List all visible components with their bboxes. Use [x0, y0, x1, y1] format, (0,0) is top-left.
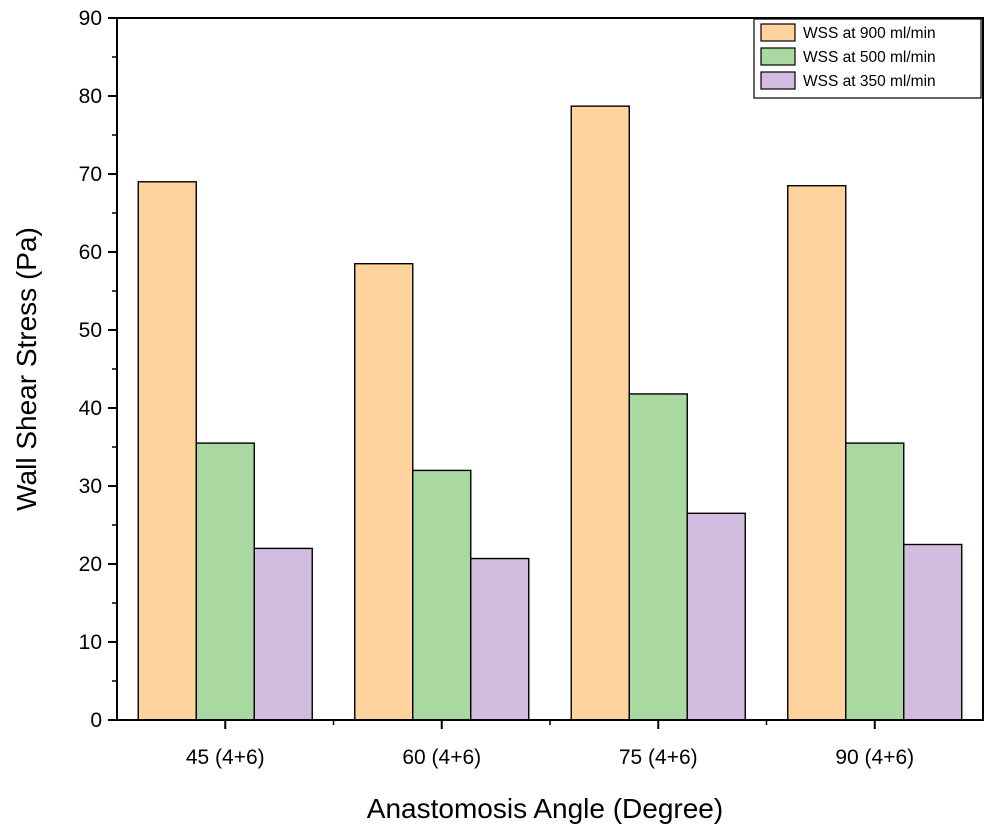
x-tick-label: 90 (4+6): [835, 746, 914, 769]
x-tick-label: 60 (4+6): [402, 746, 481, 769]
y-axis-title: Wall Shear Stress (Pa): [11, 227, 42, 511]
bar-1-4: [787, 184, 847, 721]
bars-layer: [137, 105, 963, 721]
legend-swatch-2: [760, 47, 796, 66]
y-tick-label: 60: [79, 241, 102, 264]
bar-3-4: [903, 543, 963, 721]
ticks-layer: 0 10 20 30 40 50 60 70 80 90 45 (4+6) 60 (4+6) 75 (4…: [79, 7, 915, 769]
y-tick-label: 20: [79, 553, 102, 576]
y-tick-label: 30: [79, 475, 102, 498]
y-tick-label: 50: [79, 319, 102, 342]
x-tick-label: 45 (4+6): [186, 746, 265, 769]
legend-label-3: WSS at 350 ml/min: [803, 73, 936, 90]
x-axis-title: Anastomosis Angle (Degree): [367, 793, 723, 824]
x-tick-label: 75 (4+6): [619, 746, 698, 769]
legend: WSS at 900 ml/min WSS at 500 ml/min WSS at…: [753, 18, 982, 99]
y-tick-label: 40: [79, 397, 102, 420]
bar-1-3: [570, 105, 630, 721]
legend-swatch-1: [760, 23, 796, 42]
y-tick-label: 0: [90, 709, 102, 732]
bar-3-1: [253, 547, 313, 721]
bar-2-3: [628, 393, 688, 721]
bar-3-2: [470, 557, 530, 721]
bar-1-1: [137, 181, 197, 721]
bar-2-4: [845, 442, 905, 721]
y-tick-label: 80: [79, 85, 102, 108]
y-tick-label: 10: [79, 631, 102, 654]
y-tick-label: 90: [79, 7, 102, 30]
legend-label-2: WSS at 500 ml/min: [803, 49, 936, 66]
bar-3-3: [686, 512, 746, 721]
bar-2-2: [412, 469, 472, 721]
bar-1-2: [354, 263, 414, 721]
legend-swatch-3: [760, 71, 796, 90]
legend-label-1: WSS at 900 ml/min: [803, 25, 936, 42]
y-tick-label: 70: [79, 163, 102, 186]
bar-2-1: [195, 442, 255, 721]
